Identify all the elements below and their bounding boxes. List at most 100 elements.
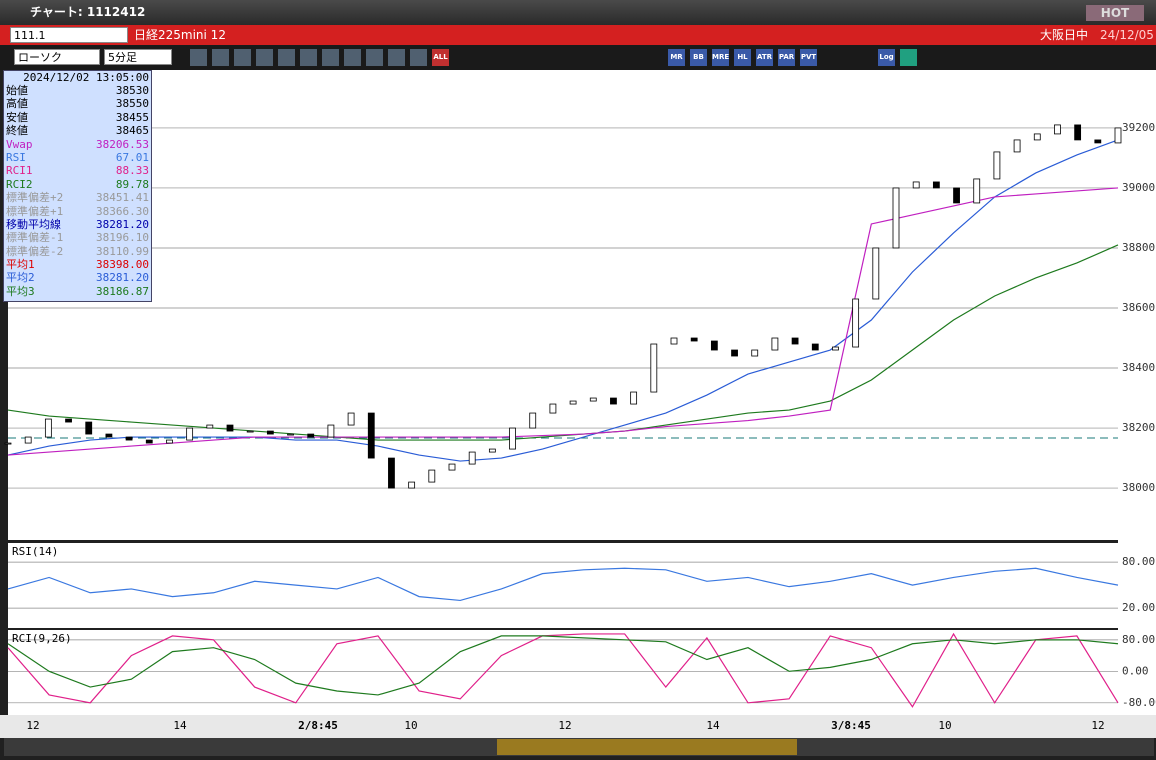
candle [1094,139,1102,144]
candle [589,397,597,402]
x-tick-label: 12 [1091,719,1104,732]
series-line [7,567,1119,602]
info-value: 38196.10 [96,231,149,245]
y-tick-label: 38200 [1122,421,1155,434]
candle [327,424,335,438]
x-tick-label: 3/8:45 [831,719,871,732]
scrollbar[interactable] [4,738,1154,756]
tool-button[interactable]: MR [668,49,685,66]
info-value: 38110.99 [96,244,149,258]
info-row: 平均3 38186.87 [4,285,151,298]
scroll-thumb[interactable] [497,739,797,755]
info-row: 標準偏差+2 38451.41 [4,191,151,204]
candle [630,391,638,405]
info-value: 38366.30 [96,204,149,218]
candle [65,418,72,423]
x-tick-label: 14 [706,719,720,732]
tool-icon[interactable] [322,49,339,66]
candle [448,463,456,471]
info-row: RCI1 88.33 [4,164,151,177]
info-label: RCI2 [6,177,33,191]
info-value: 88.33 [115,164,149,178]
tool-button[interactable]: PVT [800,49,817,66]
info-label: 安値 [6,110,28,124]
candle [811,343,819,351]
tool-icon[interactable] [388,49,405,66]
tool-icon[interactable] [212,49,229,66]
rsi-bg [8,543,1118,628]
candle [569,400,577,405]
info-label: 標準偏差+2 [6,191,64,205]
info-label: 平均1 [6,258,35,272]
info-value: 38465 [115,124,149,138]
candle [993,151,1001,180]
price-bg [8,70,1118,540]
tool-icon[interactable] [234,49,251,66]
info-label: RCI1 [6,164,33,178]
chart-type[interactable]: ローソク [14,49,100,65]
candle [307,433,315,438]
hot-button[interactable]: HOT [1086,5,1144,21]
y-tick-label: 38000 [1122,481,1155,494]
info-row: 標準偏差-2 38110.99 [4,245,151,258]
info-label: 平均2 [6,271,35,285]
info-row: 平均2 38281.20 [4,271,151,284]
title-bar: チャート: 1112412 HOT [0,0,1156,25]
tool-button[interactable]: PAR [778,49,795,66]
candle [125,436,133,441]
info-value: 38281.20 [96,271,149,285]
info-value: 38206.53 [96,137,149,151]
info-row: 安値 38455 [4,111,151,124]
candle [1054,124,1061,135]
tool-icon[interactable] [300,49,317,66]
info-row: RCI2 89.78 [4,178,151,191]
info-label: 始値 [6,84,28,97]
toolbar: ローソク 5分足 ALL MR BB MRE HL ATR PAR PVT Log [0,45,1156,70]
tool-icon[interactable] [366,49,383,66]
tool-icon[interactable] [256,49,273,66]
y-tick-label: 80.00 [1122,555,1155,568]
tool-icon[interactable] [900,49,917,66]
symbol-name: 日経225mini 12 [134,28,226,42]
tool-icon[interactable] [410,49,427,66]
candle [791,337,799,345]
tool-icon[interactable] [278,49,295,66]
info-label: 終値 [6,124,28,138]
y-tick-label: 80.00 [1122,633,1155,646]
tool-button[interactable]: Log [878,49,895,66]
axis-bg [1118,70,1156,715]
window-title: チャート: 1112412 [30,5,146,19]
info-label: 標準偏差+1 [6,204,64,218]
candle [1033,133,1041,141]
info-value: 38186.87 [96,284,149,298]
info-label: 高値 [6,97,28,111]
tool-button[interactable]: ATR [756,49,773,66]
candle [549,403,557,414]
tool-button[interactable]: MRE [712,49,729,66]
tool-button[interactable]: BB [690,49,707,66]
interval[interactable]: 5分足 [104,49,172,65]
candle [529,412,537,429]
info-row: 終値 38465 [4,124,151,137]
market: 大阪日中 [1040,28,1089,42]
candle [166,439,173,444]
symbol-code[interactable]: 111.1 [10,27,128,43]
info-row: 平均1 38398.00 [4,258,151,271]
tool-button[interactable]: HL [734,49,751,66]
candle [751,349,759,357]
tool-icon[interactable] [344,49,361,66]
candle [932,181,940,189]
panel-label: RSI(14) [12,545,58,558]
candle [85,421,93,435]
candle [367,412,375,459]
candle [670,337,678,345]
candle [388,457,395,489]
x-axis-bg [0,715,1156,738]
candle [145,439,153,444]
tool-icon[interactable] [190,49,207,66]
rci-bg [8,630,1118,715]
y-tick-label: 20.00 [1122,601,1155,614]
tool-button[interactable]: ALL [432,49,449,66]
candle [4,442,12,445]
